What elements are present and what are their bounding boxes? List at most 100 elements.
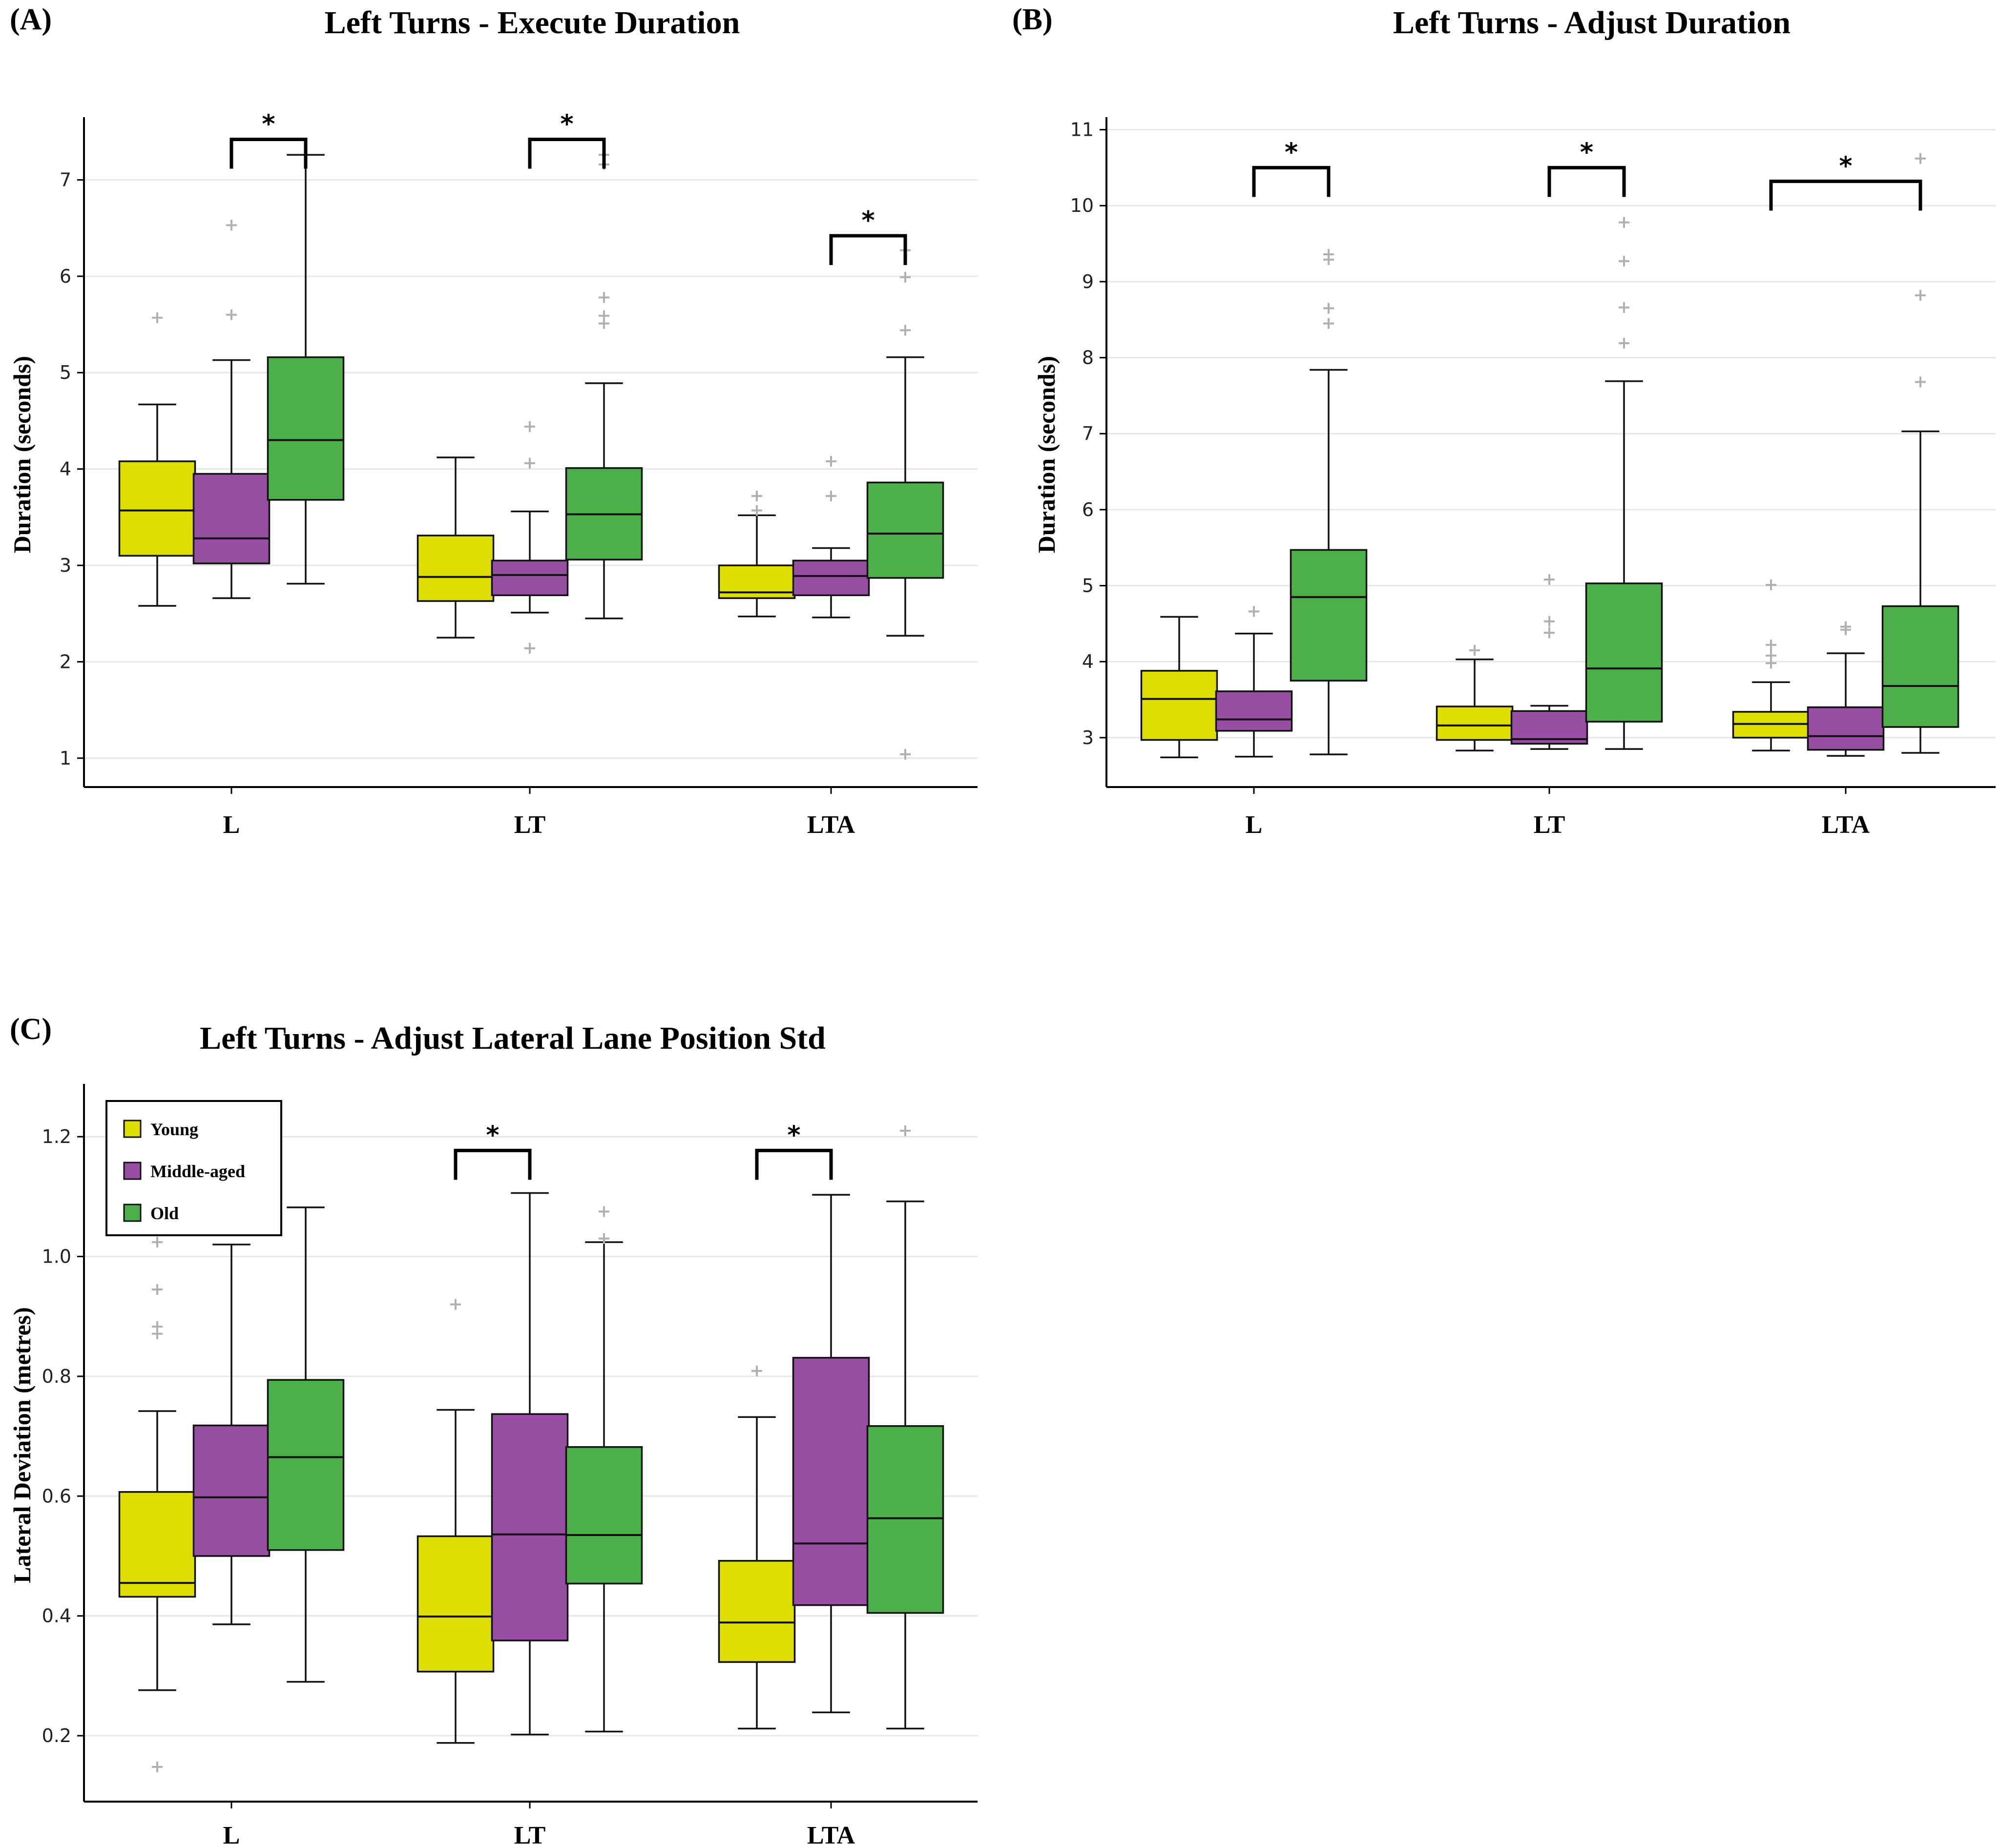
box-iqr [792,560,870,596]
y-tick-label: 3 [60,555,71,576]
outlier-marker [1323,303,1334,314]
x-tick-label: L [1246,811,1263,839]
box-iqr [267,1379,345,1551]
significance-bracket [229,138,308,169]
box-young-lt [417,457,495,639]
outlier-marker [1840,621,1851,632]
outlier-marker [1766,639,1776,650]
x-tick-label: LT [514,1822,546,1848]
outlier-marker [751,505,762,516]
outlier-marker [751,1365,762,1376]
chart-title: Left Turns - Adjust Lateral Lane Positio… [200,1020,826,1056]
outlier-marker [1619,217,1629,228]
box-old-l [267,1206,345,1683]
outlier-marker [152,312,163,323]
significance-star: * [262,110,275,139]
box-old-l [1290,249,1368,755]
box-middle-aged-l [1215,606,1293,758]
box-iqr [1585,582,1663,723]
outlier-marker [1915,376,1926,388]
x-tick-label: LTA [807,811,855,839]
box-iqr [1140,670,1218,741]
outlier-marker [1323,318,1334,329]
box-iqr [118,1491,196,1598]
box-young-l [1140,616,1218,759]
box-middle-aged-lt [491,421,569,654]
box-old-lta [866,245,944,760]
box-iqr [491,560,569,596]
outlier-marker [226,220,237,231]
y-axis-label: Duration (seconds) [1033,356,1060,553]
outlier-marker [152,1321,163,1332]
box-old-l [267,154,345,585]
box-iqr [1215,690,1293,732]
box-middle-aged-lt [1510,574,1588,750]
box-iqr [267,356,345,501]
outlier-marker [599,310,609,321]
outlier-marker [900,271,911,283]
box-iqr [718,1560,796,1663]
y-axis-label: Duration (seconds) [8,356,36,553]
chart-title: Left Turns - Adjust Duration [1393,5,1791,41]
y-tick-label: 0.8 [42,1366,71,1387]
y-tick-label: 0.2 [42,1725,71,1746]
significance-star: * [560,110,573,139]
box-iqr [1290,549,1368,682]
legend-swatch [123,1204,142,1222]
y-tick-label: 7 [60,169,71,190]
outlier-marker [1323,249,1334,260]
outlier-marker [1619,302,1629,313]
significance-star: * [1285,138,1298,167]
outlier-marker [826,456,836,467]
outlier-marker [900,748,911,760]
box-young-lt [1436,644,1514,752]
y-tick-label: 10 [1070,195,1094,216]
box-iqr [118,460,196,557]
legend-item-label: Middle-aged [150,1162,245,1181]
y-tick-label: 8 [1082,347,1094,369]
y-tick-label: 4 [60,458,71,480]
y-tick-label: 1.2 [42,1126,71,1147]
box-iqr [417,1535,495,1673]
significance-bracket [454,1148,532,1180]
box-middle-aged-lta [1807,621,1885,757]
outlier-marker [524,643,535,654]
outlier-marker [1766,650,1776,661]
y-tick-label: 0.4 [42,1605,71,1627]
y-tick-label: 0.6 [42,1485,71,1507]
y-tick-label: 3 [1082,727,1094,748]
box-middle-aged-lt [491,1192,569,1736]
outlier-marker [450,1299,461,1310]
box-middle-aged-lta [792,1194,870,1713]
outlier-marker [152,1237,163,1248]
y-tick-label: 5 [1082,575,1094,597]
outlier-marker [1469,644,1480,656]
chart-panel-a: (A) Left Turns - Execute Duration Duration… [8,3,978,839]
box-old-lt [565,149,643,620]
box-iqr [417,535,495,602]
box-old-lt [1585,217,1663,750]
panel-letter: (B) [1012,3,1053,36]
box-middle-aged-l [192,220,271,599]
x-tick-label: LT [514,811,546,839]
box-young-lta [718,490,796,618]
box-iqr [1436,706,1514,741]
box-young-lta [1732,579,1810,752]
box-young-lta [718,1365,796,1730]
panel-letter: (C) [10,1013,52,1046]
box-iqr [491,1413,569,1641]
y-tick-label: 1 [60,748,71,769]
y-tick-label: 9 [1082,271,1094,292]
chart-panel-b: (B) Left Turns - Adjust Duration Duration … [1012,3,1996,839]
box-old-lt [565,1206,643,1733]
x-tick-label: LTA [1822,811,1870,839]
x-tick-label: LT [1534,811,1565,839]
outlier-marker [599,1206,609,1217]
legend-item-label: Old [150,1204,179,1223]
outlier-marker [226,309,237,320]
box-old-lta [1881,153,1959,754]
legend: Young Middle-aged Old [105,1100,282,1236]
box-middle-aged-l [192,1244,271,1625]
x-tick-label: L [223,811,240,839]
